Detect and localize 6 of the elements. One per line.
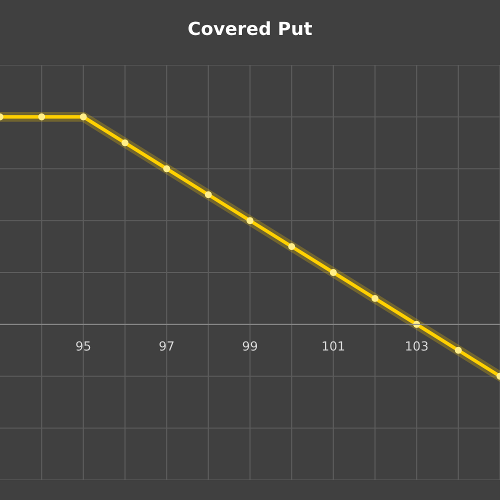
chart-title: Covered Put (188, 21, 312, 36)
x-tick-label: 103 (406, 341, 428, 351)
x-tick-label: 97 (160, 341, 174, 351)
x-tick-label: 99 (242, 341, 258, 351)
x-tick-label: 101 (322, 341, 344, 351)
x-tick-label: 95 (76, 341, 90, 351)
